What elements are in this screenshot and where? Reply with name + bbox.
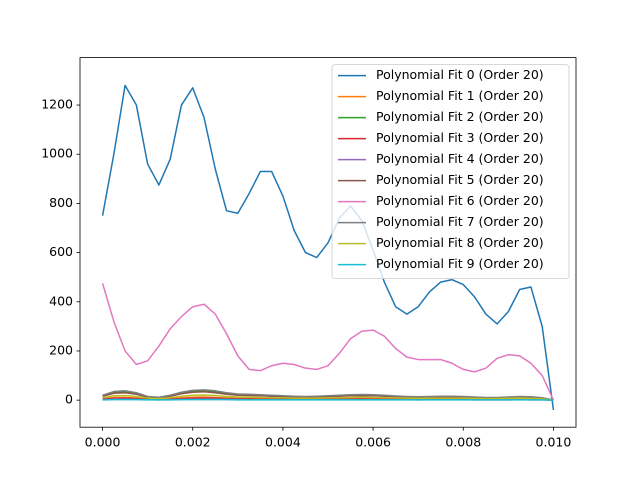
- series-line: [101, 84, 555, 411]
- series-line: [101, 283, 555, 401]
- series-line: [102, 394, 554, 401]
- plot-frame: [79, 57, 577, 428]
- legend-label: Polynomial Fit 3 (Order 20): [376, 130, 544, 145]
- x-tick-label: 0.010: [536, 435, 572, 450]
- legend-label: Polynomial Fit 1 (Order 20): [376, 88, 544, 103]
- legend-label: Polynomial Fit 2 (Order 20): [376, 109, 544, 124]
- y-tick-label: 0: [65, 392, 73, 407]
- y-tick-label: 1200: [41, 97, 73, 112]
- y-tick-label: 400: [49, 293, 73, 308]
- y-tick-label: 1000: [41, 146, 73, 161]
- x-tick-label: 0.008: [445, 435, 481, 450]
- x-tick-label: 0.002: [175, 435, 211, 450]
- legend-label: Polynomial Fit 8 (Order 20): [376, 235, 544, 250]
- y-tick-label: 200: [49, 342, 73, 357]
- legend-box: [331, 64, 570, 279]
- legend-label: Polynomial Fit 0 (Order 20): [376, 67, 544, 82]
- series-line: [102, 389, 554, 401]
- legend-label: Polynomial Fit 9 (Order 20): [376, 256, 544, 271]
- legend-label: Polynomial Fit 4 (Order 20): [376, 151, 544, 166]
- x-tick-label: 0.004: [265, 435, 301, 450]
- legend-label: Polynomial Fit 5 (Order 20): [376, 172, 544, 187]
- legend-label: Polynomial Fit 7 (Order 20): [376, 214, 544, 229]
- x-tick-label: 0.006: [355, 435, 391, 450]
- y-tick-label: 600: [49, 244, 73, 259]
- y-tick-label: 800: [49, 195, 73, 210]
- x-tick-label: 0.000: [85, 435, 121, 450]
- legend-label: Polynomial Fit 6 (Order 20): [376, 193, 544, 208]
